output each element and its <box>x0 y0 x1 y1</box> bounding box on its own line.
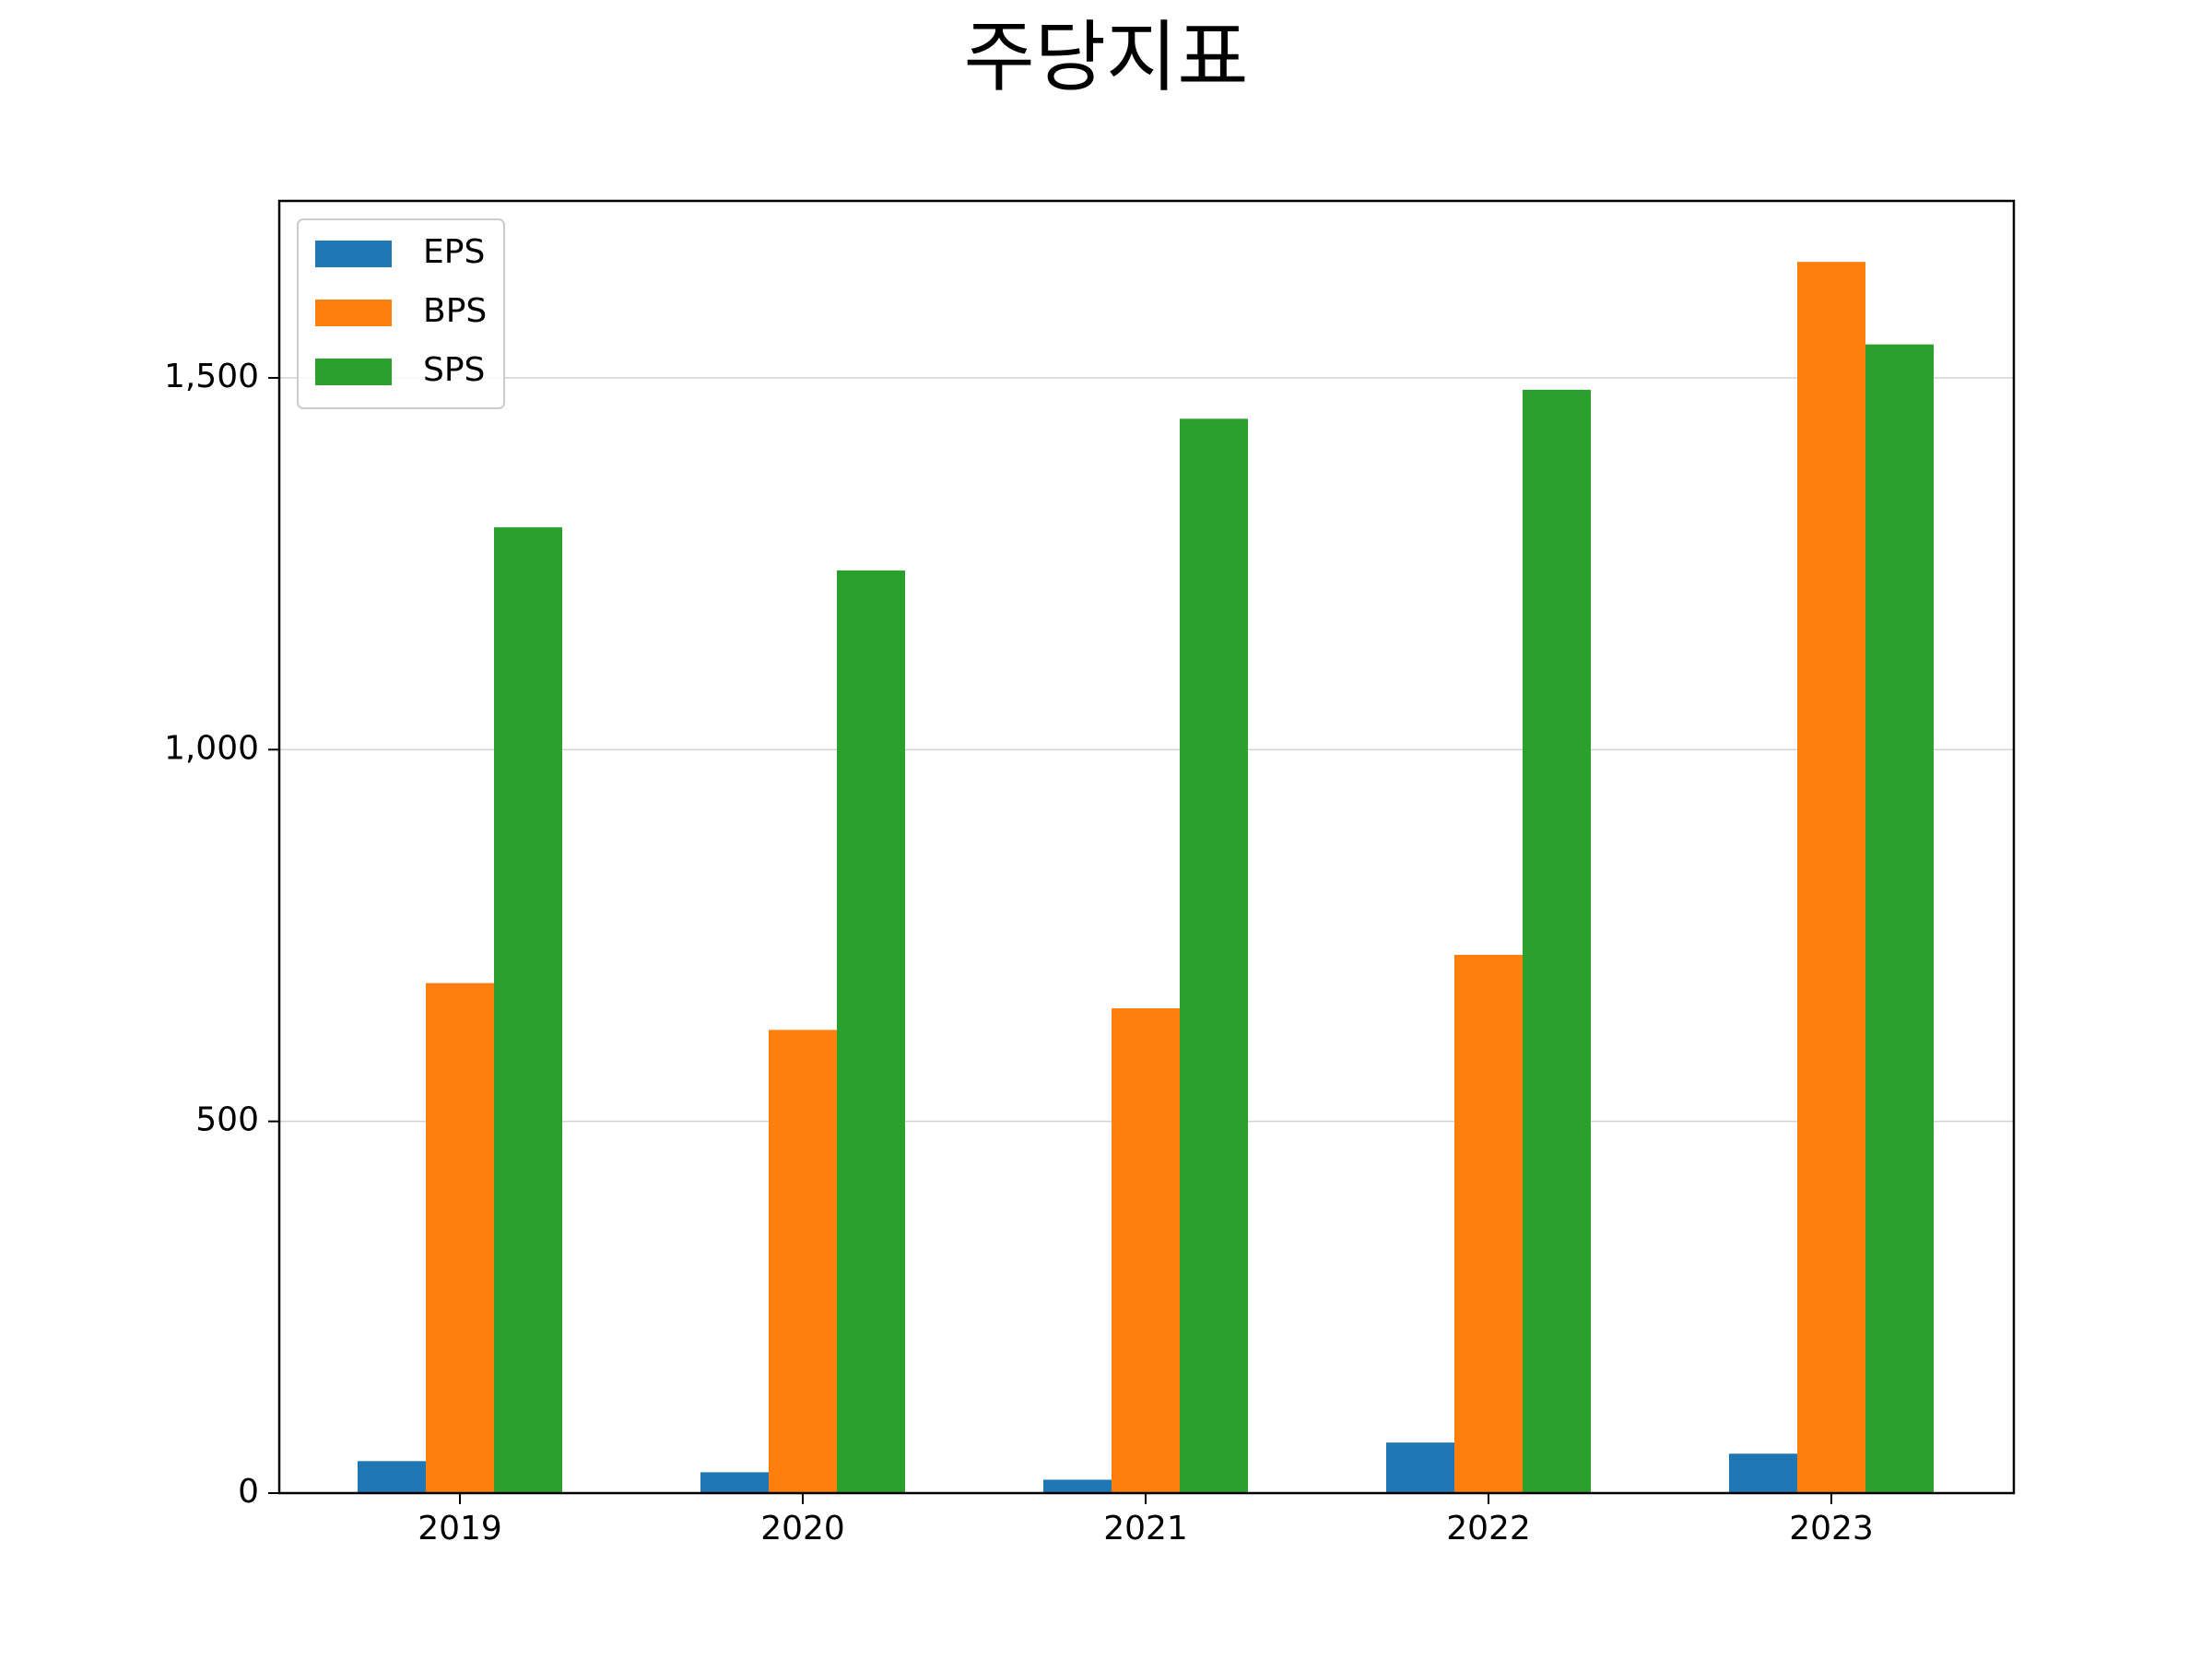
bar-sps-2019 <box>494 527 562 1493</box>
legend: EPS BPS SPS <box>297 218 505 409</box>
bar-eps-2019 <box>358 1461 426 1493</box>
bar-bps-2020 <box>769 1030 837 1493</box>
bar-bps-2019 <box>426 982 494 1493</box>
x-tick-label: 2020 <box>760 1510 845 1547</box>
legend-label-sps: SPS <box>423 351 485 389</box>
chart-title: 주당지표 <box>963 12 1249 102</box>
bar-bps-2022 <box>1454 954 1523 1493</box>
legend-label-eps: EPS <box>423 233 485 271</box>
y-tick-label: 500 <box>195 1101 259 1139</box>
bar-sps-2023 <box>1865 344 1934 1494</box>
x-tick-label: 2022 <box>1446 1510 1531 1547</box>
bars <box>358 262 1934 1494</box>
axis-ticks: 0 500 1,000 1,500 2019 2020 2021 2022 2023 <box>164 358 1874 1547</box>
bar-eps-2023 <box>1729 1453 1797 1493</box>
bar-sps-2021 <box>1180 418 1248 1493</box>
bar-sps-2020 <box>837 570 905 1493</box>
legend-swatch-eps <box>315 241 392 267</box>
x-tick-label: 2021 <box>1103 1510 1188 1547</box>
x-tick-label: 2019 <box>418 1510 502 1547</box>
bar-bps-2021 <box>1112 1008 1180 1493</box>
bar-eps-2020 <box>700 1472 769 1493</box>
legend-swatch-bps <box>315 300 392 326</box>
y-tick-label: 0 <box>238 1473 259 1511</box>
bar-bps-2023 <box>1797 262 1865 1493</box>
bar-eps-2021 <box>1043 1479 1112 1493</box>
legend-label-bps: BPS <box>423 292 487 330</box>
bar-eps-2022 <box>1386 1442 1454 1493</box>
legend-swatch-sps <box>315 359 392 385</box>
y-tick-label: 1,000 <box>164 729 259 767</box>
y-tick-label: 1,500 <box>164 358 259 395</box>
x-tick-label: 2023 <box>1789 1510 1874 1547</box>
bar-sps-2022 <box>1523 389 1591 1494</box>
